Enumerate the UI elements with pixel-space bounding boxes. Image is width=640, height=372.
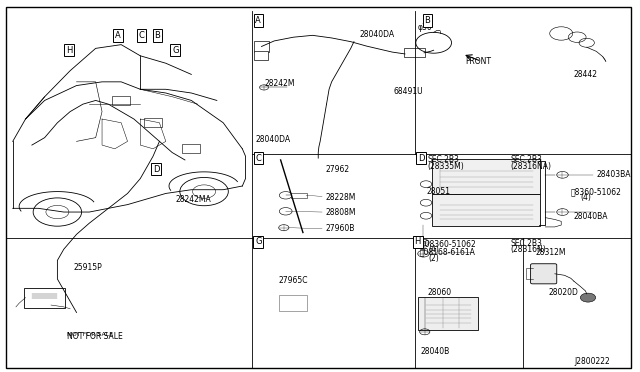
Text: 28808M: 28808M <box>325 208 356 217</box>
FancyBboxPatch shape <box>433 194 540 226</box>
Text: 28312M: 28312M <box>536 248 566 257</box>
Text: SEC.2B3: SEC.2B3 <box>510 155 542 164</box>
FancyBboxPatch shape <box>419 297 478 330</box>
FancyBboxPatch shape <box>24 288 65 308</box>
Circle shape <box>580 293 596 302</box>
Text: 28051: 28051 <box>426 187 450 196</box>
FancyBboxPatch shape <box>291 193 307 198</box>
Text: 68491U: 68491U <box>394 87 423 96</box>
Text: 28040BA: 28040BA <box>574 212 609 221</box>
Text: SEC.2B3: SEC.2B3 <box>510 239 542 248</box>
Text: C: C <box>255 154 261 163</box>
Text: J2800222: J2800222 <box>574 357 610 366</box>
Text: 27965C: 27965C <box>278 276 308 285</box>
FancyBboxPatch shape <box>433 159 540 194</box>
Text: FRONT: FRONT <box>465 57 492 66</box>
FancyBboxPatch shape <box>404 48 426 57</box>
Text: 28228M: 28228M <box>325 193 356 202</box>
FancyBboxPatch shape <box>112 96 130 105</box>
Text: NOT FOR SALE: NOT FOR SALE <box>67 332 113 337</box>
Text: 28040DA: 28040DA <box>359 30 394 39</box>
Text: D: D <box>418 154 424 163</box>
Text: SEC.2B3: SEC.2B3 <box>428 155 459 164</box>
Text: 28040DA: 28040DA <box>255 135 290 144</box>
FancyBboxPatch shape <box>279 295 307 311</box>
Text: 27960B: 27960B <box>325 224 355 233</box>
Text: (28316NA): (28316NA) <box>510 162 551 171</box>
FancyBboxPatch shape <box>531 264 557 284</box>
Text: (28316N): (28316N) <box>510 246 546 254</box>
Text: A: A <box>255 16 261 25</box>
Text: G: G <box>255 237 262 246</box>
Text: (4): (4) <box>429 246 440 254</box>
FancyBboxPatch shape <box>144 118 162 127</box>
Text: (4): (4) <box>580 193 591 202</box>
Text: 28242MA: 28242MA <box>175 195 211 203</box>
FancyBboxPatch shape <box>254 41 269 52</box>
Text: ␸08168-6161A: ␸08168-6161A <box>420 248 476 257</box>
Text: 28060: 28060 <box>428 288 451 296</box>
Text: φ30: φ30 <box>418 23 433 32</box>
Text: ␸8360-51062: ␸8360-51062 <box>571 187 621 196</box>
Text: C: C <box>139 31 145 40</box>
Text: 25915P: 25915P <box>74 263 102 272</box>
Text: 28442: 28442 <box>574 70 598 79</box>
Text: B: B <box>424 16 430 25</box>
Text: D: D <box>153 165 159 174</box>
Text: 28020D: 28020D <box>548 288 579 296</box>
Text: 28242M: 28242M <box>265 79 295 88</box>
Text: H: H <box>66 46 72 55</box>
Text: A: A <box>115 31 121 40</box>
Text: NOT FOR SALE: NOT FOR SALE <box>67 332 123 341</box>
Text: G: G <box>172 46 179 55</box>
Text: H: H <box>415 237 421 246</box>
FancyBboxPatch shape <box>254 51 268 60</box>
Text: (2): (2) <box>429 254 439 263</box>
Text: 28403BA: 28403BA <box>596 170 631 179</box>
Text: B: B <box>155 31 161 40</box>
FancyBboxPatch shape <box>182 144 200 153</box>
Text: ␸08360-51062: ␸08360-51062 <box>421 239 477 248</box>
Text: (28335M): (28335M) <box>428 162 464 171</box>
Text: 28040B: 28040B <box>421 347 450 356</box>
Text: 27962: 27962 <box>325 165 349 174</box>
